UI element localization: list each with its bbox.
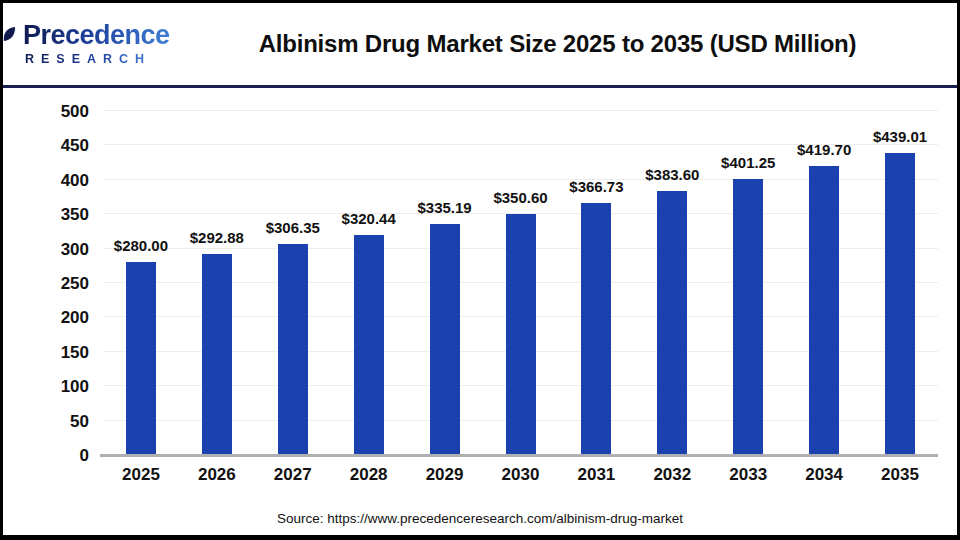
bar-value-label: $306.35 <box>266 219 320 236</box>
gridline <box>103 110 938 111</box>
bar-value-label: $419.70 <box>797 141 851 158</box>
plot-area: $280.00 $292.88 $306.35 $320.44 $335.19 $350.… <box>103 111 938 455</box>
x-tick-label: 2033 <box>729 465 767 485</box>
x-tick-label: 2035 <box>881 465 919 485</box>
bar-value-label: $366.73 <box>569 178 623 195</box>
bar-2035 <box>885 153 915 455</box>
bar-value-label: $292.88 <box>190 229 244 246</box>
page-title: Albinism Drug Market Size 2025 to 2035 (… <box>188 30 957 58</box>
bar-2033 <box>733 179 763 455</box>
x-tick-label: 2032 <box>653 465 691 485</box>
bar-value-label: $350.60 <box>493 189 547 206</box>
y-tick-label: 450 <box>61 137 89 154</box>
header-divider <box>3 85 957 88</box>
bar-value-label: $439.01 <box>873 128 927 145</box>
bar-value-label: $383.60 <box>645 166 699 183</box>
logo-wordmark: Precedence <box>21 21 170 49</box>
x-tick-label: 2029 <box>426 465 464 485</box>
y-tick-label: 100 <box>61 378 89 395</box>
source-text: Source: https://www.precedenceresearch.c… <box>3 511 957 526</box>
x-tick-label: 2030 <box>502 465 540 485</box>
y-tick-label: 350 <box>61 206 89 223</box>
y-tick-label: 0 <box>80 447 89 464</box>
bar-2028 <box>354 235 384 455</box>
bar-2027 <box>278 244 308 455</box>
y-tick-label: 300 <box>61 240 89 257</box>
x-axis-line <box>100 454 938 457</box>
logo-subtitle: RESEARCH <box>21 51 151 67</box>
precedence-research-logo: Precedence RESEARCH <box>3 21 188 68</box>
bar-2025 <box>126 262 156 455</box>
y-tick-label: 150 <box>61 343 89 360</box>
y-axis-labels: 050100150200250300350400450500 <box>3 111 89 455</box>
y-tick-label: 200 <box>61 309 89 326</box>
chart-page: { "header": { "logo": { "line1": "Preced… <box>0 0 960 540</box>
bar-2029 <box>430 224 460 455</box>
x-tick-label: 2031 <box>577 465 615 485</box>
bar-2032 <box>657 191 687 455</box>
bar-value-label: $320.44 <box>342 210 396 227</box>
x-tick-label: 2028 <box>350 465 388 485</box>
bar-2026 <box>202 254 232 456</box>
y-tick-label: 250 <box>61 275 89 292</box>
bar-value-label: $280.00 <box>114 237 168 254</box>
y-tick-label: 50 <box>70 412 89 429</box>
bar-value-label: $335.19 <box>417 199 471 216</box>
x-tick-label: 2026 <box>198 465 236 485</box>
x-axis-labels: 2025 2026 2027 2028 2029 2030 2031 2032 2033 2034… <box>103 465 938 491</box>
bar-2031 <box>581 203 611 455</box>
bar-2030 <box>506 214 536 455</box>
bar-value-label: $401.25 <box>721 154 775 171</box>
header: Precedence RESEARCH Albinism Drug Market… <box>3 3 957 85</box>
y-tick-label: 400 <box>61 171 89 188</box>
leaf-icon <box>3 27 16 42</box>
x-tick-label: 2025 <box>122 465 160 485</box>
y-tick-label: 500 <box>61 103 89 120</box>
x-tick-label: 2034 <box>805 465 843 485</box>
bar-2034 <box>809 166 839 455</box>
x-tick-label: 2027 <box>274 465 312 485</box>
